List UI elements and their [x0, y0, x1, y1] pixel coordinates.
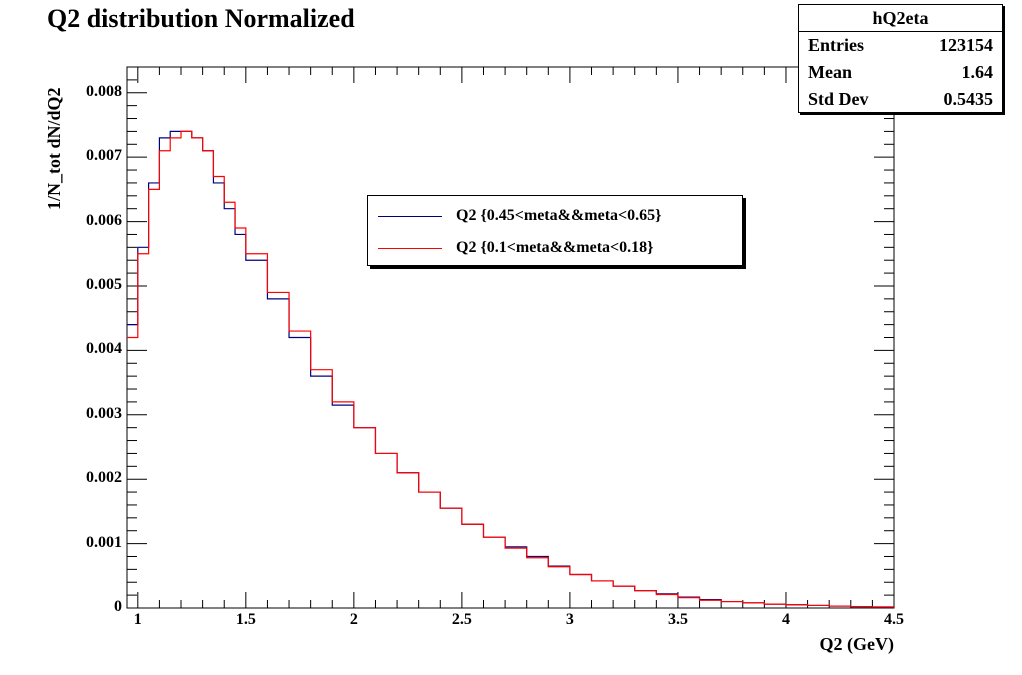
stats-value: 1.64 — [961, 62, 994, 82]
x-tick-label: 2 — [349, 611, 358, 628]
y-tick-label: 0.008 — [86, 82, 122, 100]
x-tick-label: 2.5 — [451, 611, 472, 628]
x-tick-label: 3 — [565, 611, 574, 628]
stats-label: Entries — [808, 35, 864, 55]
x-tick-label: 3.5 — [667, 611, 688, 628]
y-tick-label: 0.005 — [86, 275, 122, 293]
stats-row-stddev: Std Dev 0.5435 — [799, 86, 1002, 113]
x-tick-label: 1 — [133, 611, 142, 628]
legend-swatch — [378, 247, 442, 249]
stats-row-mean: Mean 1.64 — [799, 59, 1002, 86]
x-tick-label: 4.5 — [884, 611, 904, 628]
stats-value: 0.5435 — [943, 89, 994, 109]
axis-ticks — [127, 66, 895, 609]
y-tick-label: 0.003 — [86, 404, 122, 422]
x-tick-label: 4 — [781, 611, 790, 628]
legend-entry: Q2 {0.45<meta&&meta<0.65} — [378, 206, 661, 226]
legend-label: Q2 {0.45<meta&&meta<0.65} — [456, 207, 662, 224]
legend-swatch — [378, 215, 442, 217]
plot-frame — [126, 66, 895, 609]
stats-label: Std Dev — [808, 89, 869, 109]
y-tick-label: 0.001 — [86, 533, 122, 551]
stats-row-entries: Entries 123154 — [799, 32, 1002, 59]
legend-label: Q2 {0.1<meta&&meta<0.18} — [456, 239, 654, 256]
x-axis-title: Q2 (GeV) — [819, 634, 894, 654]
y-tick-label: 0 — [114, 598, 122, 615]
chart-title: Q2 distribution Normalized — [47, 4, 355, 33]
x-tick-label: 1.5 — [235, 611, 256, 628]
stats-value: 123154 — [939, 35, 993, 55]
y-tick-label: 0.006 — [86, 211, 122, 229]
series-group — [127, 130, 895, 608]
y-tick-label: 0.002 — [86, 469, 122, 487]
stats-box: hQ2eta Entries 123154 Mean 1.64 Std Dev … — [798, 4, 1003, 113]
legend-entry: Q2 {0.1<meta&&meta<0.18} — [378, 238, 653, 258]
series-line-1 — [127, 130, 895, 608]
y-tick-label: 0.007 — [86, 147, 122, 165]
y-tick-label: 0.004 — [86, 340, 122, 358]
stats-label: Mean — [808, 62, 852, 82]
legend: Q2 {0.45<meta&&meta<0.65} Q2 {0.1<meta&&… — [367, 195, 743, 266]
stats-box-name: hQ2eta — [799, 5, 1002, 32]
